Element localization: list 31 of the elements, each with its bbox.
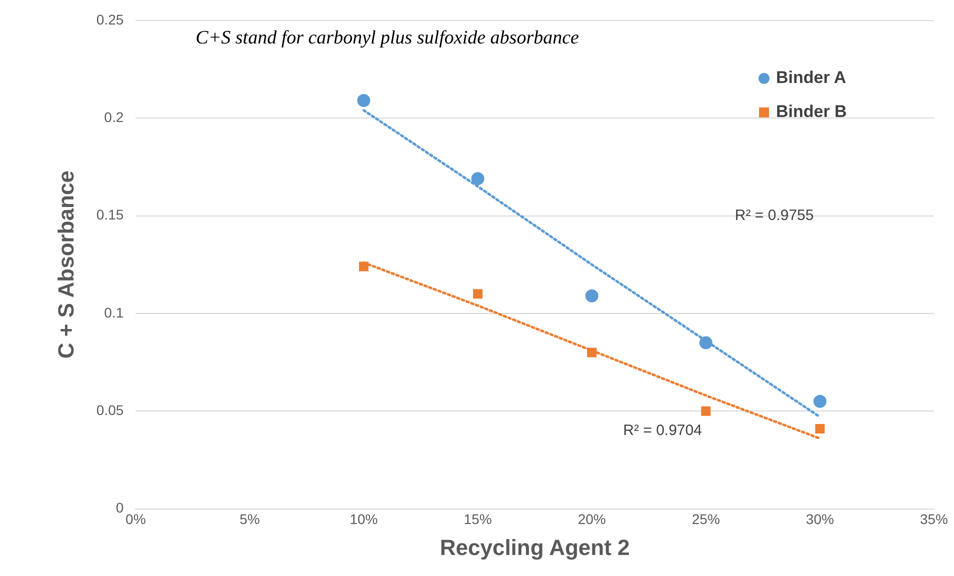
annotation: R² = 0.9704 xyxy=(623,422,702,439)
point xyxy=(813,394,826,408)
x-axis-title: Recycling Agent 2 xyxy=(440,534,630,560)
point xyxy=(699,336,712,350)
x-tick-label: 10% xyxy=(350,511,378,528)
point xyxy=(701,406,711,416)
x-tick-label: 5% xyxy=(240,511,260,528)
legend-label: Binder B xyxy=(776,102,847,122)
x-tick-label: 35% xyxy=(920,511,948,528)
point xyxy=(471,172,484,186)
x-tick-label: 25% xyxy=(692,511,720,528)
x-tick-label: 15% xyxy=(464,511,492,528)
annotation: R² = 0.9755 xyxy=(734,206,814,224)
point xyxy=(815,424,825,434)
y-tick-label: 0.15 xyxy=(96,206,124,223)
y-axis-title: C + S Absorbance xyxy=(53,170,78,359)
point xyxy=(357,94,370,107)
x-tick-label: 20% xyxy=(578,511,606,528)
y-tick-label: 0.05 xyxy=(96,402,124,418)
y-tick-label: 0.25 xyxy=(96,11,124,28)
x-tick-label: 0% xyxy=(126,511,146,528)
y-tick-label: 0.2 xyxy=(104,108,124,125)
point xyxy=(359,262,368,272)
point xyxy=(585,289,598,302)
point xyxy=(587,348,597,358)
y-tick-label: 0.1 xyxy=(104,304,124,320)
annotation: C+S stand for carbonyl plus sulfoxide absorbance xyxy=(196,27,579,48)
x-tick-label: 30% xyxy=(806,511,834,528)
point xyxy=(473,289,483,299)
y-tick-label: 0 xyxy=(116,500,124,516)
legend-label: Binder A xyxy=(776,68,846,88)
